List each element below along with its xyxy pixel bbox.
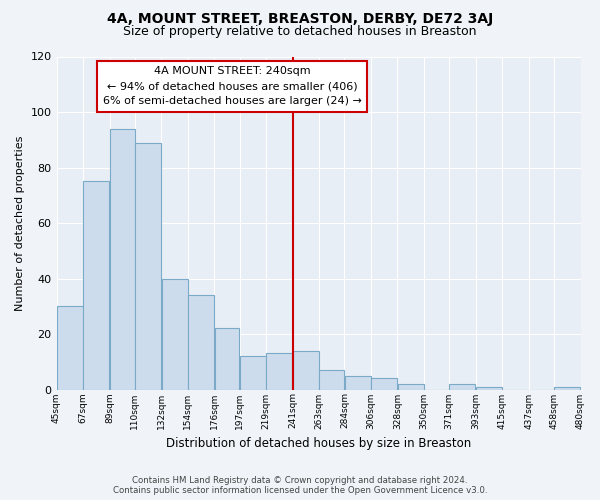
Bar <box>215 328 239 390</box>
Bar <box>135 142 161 390</box>
Bar <box>554 386 580 390</box>
Bar <box>371 378 397 390</box>
Bar <box>476 386 502 390</box>
Bar <box>398 384 424 390</box>
Bar <box>449 384 475 390</box>
Bar <box>57 306 83 390</box>
Y-axis label: Number of detached properties: Number of detached properties <box>15 136 25 310</box>
Bar <box>293 350 319 390</box>
Text: 4A, MOUNT STREET, BREASTON, DERBY, DE72 3AJ: 4A, MOUNT STREET, BREASTON, DERBY, DE72 … <box>107 12 493 26</box>
Bar <box>110 128 134 390</box>
Bar <box>83 182 109 390</box>
Bar <box>344 376 371 390</box>
X-axis label: Distribution of detached houses by size in Breaston: Distribution of detached houses by size … <box>166 437 471 450</box>
Text: 4A MOUNT STREET: 240sqm
← 94% of detached houses are smaller (406)
6% of semi-de: 4A MOUNT STREET: 240sqm ← 94% of detache… <box>103 66 362 106</box>
Bar <box>266 354 292 390</box>
Bar <box>188 295 214 390</box>
Text: Contains HM Land Registry data © Crown copyright and database right 2024.
Contai: Contains HM Land Registry data © Crown c… <box>113 476 487 495</box>
Bar <box>319 370 344 390</box>
Text: Size of property relative to detached houses in Breaston: Size of property relative to detached ho… <box>123 25 477 38</box>
Bar <box>240 356 266 390</box>
Bar <box>161 278 188 390</box>
